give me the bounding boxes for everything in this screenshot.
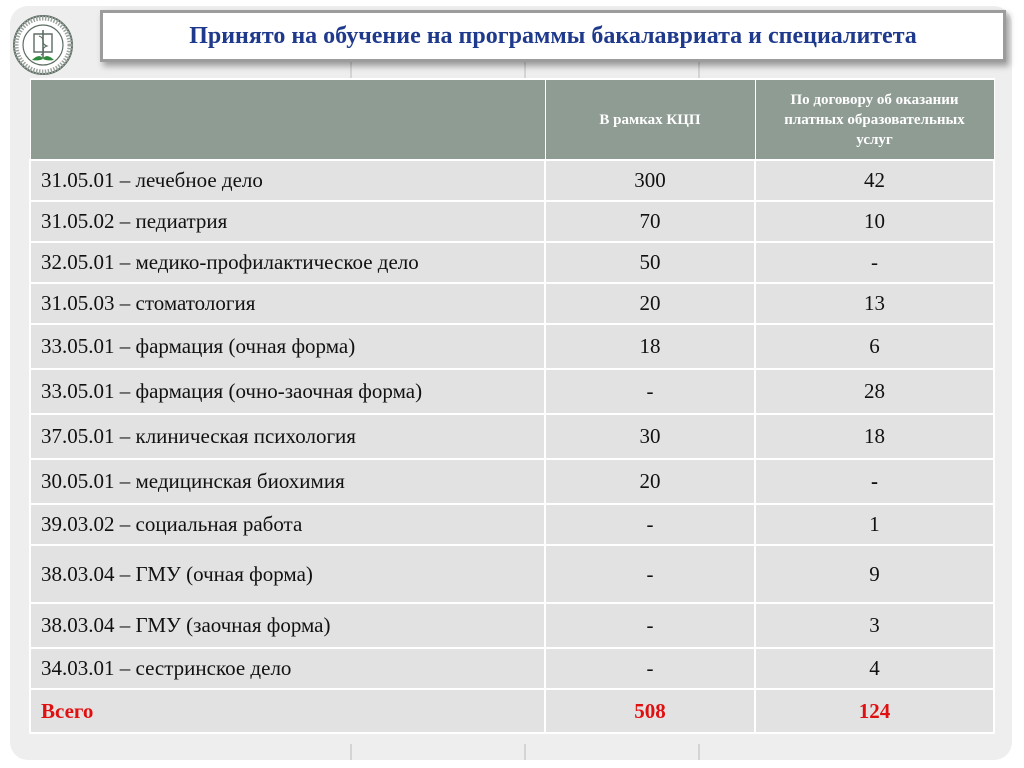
paid-cell: 10 [754, 200, 995, 243]
budget-cell: 20 [544, 282, 756, 325]
program-cell: 32.05.01 – медико-профилактическое дело [29, 241, 546, 284]
background-line [350, 60, 352, 80]
background-line [698, 744, 700, 760]
table-row: 38.03.04 – ГМУ (заочная форма) - 3 [29, 602, 995, 649]
program-cell: 38.03.04 – ГМУ (заочная форма) [29, 602, 546, 649]
header-paid: По договору об оказании платных образова… [754, 78, 995, 161]
program-cell: 30.05.01 – медицинская биохимия [29, 458, 546, 505]
total-row: Всего 508 124 [29, 688, 995, 734]
table-row: 31.05.03 – стоматология 20 13 [29, 282, 995, 325]
budget-cell: - [544, 503, 756, 546]
background-line [698, 60, 700, 80]
budget-cell: - [544, 647, 756, 690]
table-row: 38.03.04 – ГМУ (очная форма) - 9 [29, 544, 995, 604]
table-row: 31.05.01 – лечебное дело 300 42 [29, 159, 995, 202]
paid-cell: 18 [754, 413, 995, 460]
paid-cell: 42 [754, 159, 995, 202]
budget-cell: 300 [544, 159, 756, 202]
program-cell: 39.03.02 – социальная работа [29, 503, 546, 546]
background-line [350, 744, 352, 760]
table-row: 37.05.01 – клиническая психология 30 18 [29, 413, 995, 460]
title-box: Принято на обучение на программы бакалав… [100, 10, 1006, 62]
paid-cell: 13 [754, 282, 995, 325]
table-row: 30.05.01 – медицинская биохимия 20 - [29, 458, 995, 505]
table-row: 34.03.01 – сестринское дело - 4 [29, 647, 995, 690]
table-row: 33.05.01 – фармация (очно-заочная форма)… [29, 368, 995, 415]
page-title: Принято на обучение на программы бакалав… [189, 22, 917, 49]
university-seal-icon [12, 14, 74, 76]
program-cell: 33.05.01 – фармация (очная форма) [29, 323, 546, 370]
table-row: 33.05.01 – фармация (очная форма) 18 6 [29, 323, 995, 370]
program-cell: 31.05.02 – педиатрия [29, 200, 546, 243]
budget-cell: 20 [544, 458, 756, 505]
budget-cell: 30 [544, 413, 756, 460]
budget-cell: - [544, 602, 756, 649]
header-row: В рамках КЦП По договору об оказании пла… [29, 78, 995, 161]
admissions-table: В рамках КЦП По договору об оказании пла… [29, 78, 995, 734]
background-line [524, 60, 526, 80]
paid-cell: 4 [754, 647, 995, 690]
table-row: 31.05.02 – педиатрия 70 10 [29, 200, 995, 243]
budget-cell: 50 [544, 241, 756, 284]
program-cell: 31.05.01 – лечебное дело [29, 159, 546, 202]
paid-cell: - [754, 241, 995, 284]
program-cell: 34.03.01 – сестринское дело [29, 647, 546, 690]
total-paid: 124 [754, 688, 995, 734]
paid-cell: - [754, 458, 995, 505]
budget-cell: 18 [544, 323, 756, 370]
program-cell: 38.03.04 – ГМУ (очная форма) [29, 544, 546, 604]
budget-cell: - [544, 544, 756, 604]
total-budget: 508 [544, 688, 756, 734]
budget-cell: 70 [544, 200, 756, 243]
background-line [524, 744, 526, 760]
header-program [29, 78, 546, 161]
paid-cell: 9 [754, 544, 995, 604]
total-label: Всего [29, 688, 546, 734]
program-cell: 37.05.01 – клиническая психология [29, 413, 546, 460]
paid-cell: 1 [754, 503, 995, 546]
paid-cell: 3 [754, 602, 995, 649]
header-budget: В рамках КЦП [544, 78, 756, 161]
table-row: 32.05.01 – медико-профилактическое дело … [29, 241, 995, 284]
program-cell: 33.05.01 – фармация (очно-заочная форма) [29, 368, 546, 415]
budget-cell: - [544, 368, 756, 415]
program-cell: 31.05.03 – стоматология [29, 282, 546, 325]
table-row: 39.03.02 – социальная работа - 1 [29, 503, 995, 546]
paid-cell: 6 [754, 323, 995, 370]
paid-cell: 28 [754, 368, 995, 415]
